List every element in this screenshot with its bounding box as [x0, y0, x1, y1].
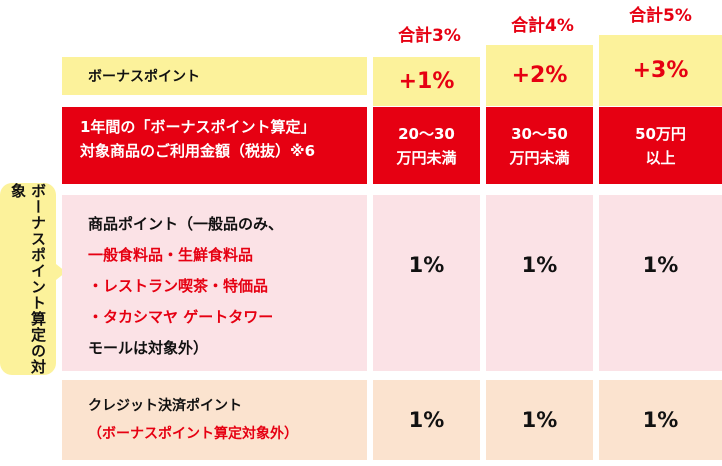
product-line1: 商品ポイント（一般品のみ、 — [88, 215, 284, 233]
credit-tier-3-cell: 1% — [599, 380, 722, 460]
side-label-line2: 算定の対象 — [9, 183, 47, 375]
total-tier-3: 合計5% — [629, 5, 692, 26]
product-line4: ・タカシマヤ ゲートタワー — [88, 308, 274, 326]
credit-tier-3-value: 1% — [642, 408, 679, 432]
amount-tier-1-line1: 20〜30 — [398, 124, 455, 143]
amount-tier-3-cell: 50万円 以上 — [599, 107, 722, 184]
product-tier-3-cell: 1% — [599, 195, 722, 371]
credit-line1: クレジット決済ポイント — [88, 398, 242, 414]
product-tier-2-value: 1% — [521, 253, 558, 277]
product-tier-1-value: 1% — [408, 253, 445, 277]
total-tier-1: 合計3% — [398, 25, 461, 46]
bonus-tier-2-value: +2% — [511, 63, 568, 88]
credit-points-label-cell: クレジット決済ポイント （ボーナスポイント算定対象外） — [62, 380, 367, 460]
product-points-label-cell: 商品ポイント（一般品のみ、 一般食料品・生鮮食料品 ・レストラン喫茶・特価品 ・… — [62, 195, 367, 371]
credit-tier-1-value: 1% — [408, 408, 445, 432]
bonus-tier-3-value: +3% — [632, 58, 689, 83]
product-line2: 一般食料品・生鮮食料品 — [88, 246, 254, 264]
amount-label-line1: 1年間の「ボーナスポイント算定」 — [80, 118, 316, 136]
amount-label-line2: 対象商品のご利用金額（税抜）※6 — [80, 142, 316, 160]
amount-tier-2-line2: 万円未満 — [509, 148, 570, 167]
amount-tier-3-line2: 以上 — [645, 148, 676, 167]
amount-tier-3-line1: 50万円 — [635, 124, 686, 143]
bonus-tier-3-cell: +3% — [599, 35, 722, 106]
amount-tier-2-cell: 30〜50 万円未満 — [486, 107, 593, 184]
bonus-tier-1-value: +1% — [398, 69, 455, 94]
bonus-points-label: ボーナスポイント — [88, 69, 200, 85]
bonus-tier-1-cell: +1% — [373, 57, 480, 106]
product-line5: モールは対象外） — [88, 339, 209, 357]
total-tier-2: 合計4% — [511, 15, 574, 36]
amount-tier-1-cell: 20〜30 万円未満 — [373, 107, 480, 184]
amount-tier-1-line2: 万円未満 — [396, 148, 457, 167]
credit-tier-1-cell: 1% — [373, 380, 480, 460]
credit-tier-2-cell: 1% — [486, 380, 593, 460]
product-tier-1-cell: 1% — [373, 195, 480, 371]
credit-tier-2-value: 1% — [521, 408, 558, 432]
amount-label-cell: 1年間の「ボーナスポイント算定」 対象商品のご利用金額（税抜）※6 — [62, 107, 367, 184]
side-label-text: ボーナスポイント算定の対象 — [8, 183, 48, 375]
bonus-target-side-label: ボーナスポイント算定の対象 — [0, 183, 56, 375]
credit-line2: （ボーナスポイント算定対象外） — [88, 426, 298, 442]
amount-tier-2-line1: 30〜50 — [511, 124, 568, 143]
side-label-line1: ボーナスポイント — [29, 183, 47, 311]
product-line3: ・レストラン喫茶・特価品 — [88, 277, 269, 295]
bonus-points-label-cell: ボーナスポイント — [62, 57, 367, 95]
side-label-arrow — [56, 264, 66, 280]
product-tier-3-value: 1% — [642, 253, 679, 277]
product-tier-2-cell: 1% — [486, 195, 593, 371]
bonus-tier-2-cell: +2% — [486, 45, 593, 106]
